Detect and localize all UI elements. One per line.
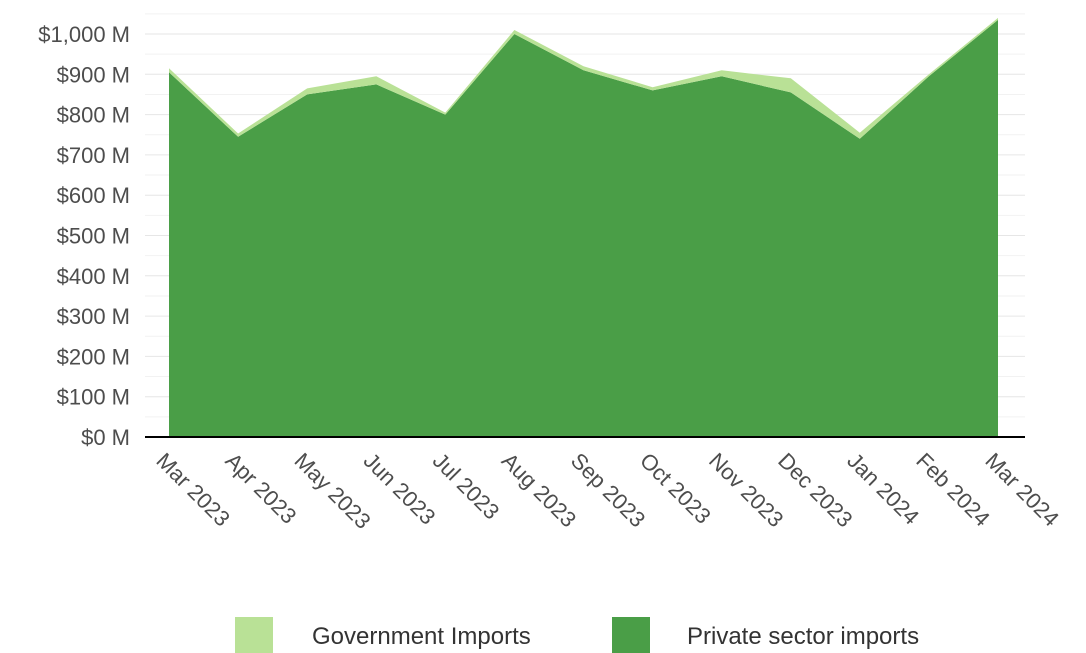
y-tick-label: $1,000 M [38,22,130,47]
area-series [169,17,998,438]
legend-label-private-sector-imports: Private sector imports [687,623,919,650]
y-tick-label: $400 M [57,264,130,289]
y-tick-label: $300 M [57,304,130,329]
y-tick-label: $900 M [57,62,130,87]
legend-swatch-government-imports [235,617,273,653]
y-tick-label: $200 M [57,344,130,369]
x-tick-label: Apr 2023 [221,448,302,529]
y-tick-label: $500 M [57,224,130,249]
y-tick-label: $800 M [57,103,130,128]
x-tick-label: Mar 2024 [980,448,1063,531]
legend: Government Imports Private sector imports [235,617,919,653]
y-tick-label: $600 M [57,183,130,208]
x-tick-label: Mar 2023 [151,448,234,531]
y-tick-label: $700 M [57,143,130,168]
x-tick-label: Sep 2023 [566,448,650,532]
x-tick-label: Dec 2023 [773,448,857,532]
y-tick-label: $0 M [81,425,130,450]
x-tick-label: Feb 2024 [911,448,994,531]
y-axis-ticks: $0 M $100 M $200 M $300 M $400 M $500 M $600 M… [38,22,130,450]
area-government-imports [169,17,998,139]
y-tick-label: $100 M [57,385,130,410]
x-tick-label: Nov 2023 [704,448,788,532]
legend-label-government-imports: Government Imports [312,623,531,650]
area-private-sector-imports [169,19,998,438]
legend-swatch-private-sector-imports [612,617,650,653]
x-tick-label: Aug 2023 [497,448,581,532]
